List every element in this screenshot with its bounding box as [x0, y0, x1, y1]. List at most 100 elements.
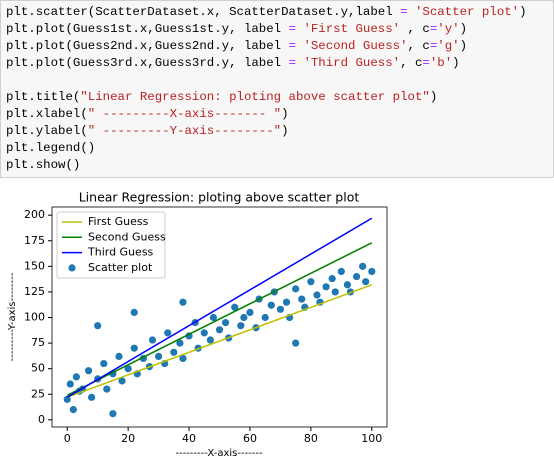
scatter-point: [343, 281, 352, 289]
x-tick-label: 80: [304, 432, 318, 445]
code-line: plt.xlabel(" ---------X-axis------- "): [6, 106, 289, 123]
code-token: =: [422, 56, 430, 70]
code-line: plt.legend(): [6, 140, 95, 157]
code-line: plt.title("Linear Regression: ploting ab…: [6, 89, 437, 106]
code-token: ): [281, 107, 289, 121]
code-token: 'b': [429, 56, 453, 70]
code-token: plt.xlabel(: [6, 107, 88, 121]
scatter-point: [352, 272, 361, 281]
code-token: 'Scatter plot': [414, 5, 520, 19]
code-token: 'Third Guess': [303, 56, 401, 70]
code-line: plt.plot(Guess3rd.x,Guess3rd.y, label = …: [6, 55, 460, 72]
scatter-point: [200, 329, 208, 337]
code-token: 'g': [437, 39, 460, 53]
y-tick-label: 25: [31, 387, 45, 400]
scatter-point: [130, 344, 138, 352]
y-tick-label: 150: [24, 259, 45, 272]
scatter-point: [100, 359, 108, 368]
code-token: plt.legend(): [6, 141, 96, 155]
code-token: ): [281, 124, 289, 138]
scatter-point: [170, 348, 178, 356]
code-line: plt.show(): [6, 157, 80, 174]
code-token: , c: [400, 56, 423, 70]
code-token: ): [452, 56, 460, 70]
code-token: =: [400, 5, 408, 19]
code-token: , c: [407, 39, 430, 53]
scatter-point: [362, 278, 370, 286]
legend-swatch: [68, 264, 76, 272]
code-token: ): [519, 5, 527, 19]
scatter-point: [231, 303, 239, 311]
scatter-point: [368, 267, 376, 276]
legend-label: Scatter plot: [88, 261, 153, 274]
legend-box: [56, 211, 166, 279]
code-token: =: [288, 56, 296, 70]
scatter-point: [63, 395, 71, 403]
scatter-point: [292, 285, 300, 293]
x-tick-label: 0: [64, 432, 71, 445]
guess-line: [66, 217, 373, 398]
chart: Linear Regression: ploting above scatter…: [7, 190, 388, 459]
scatter-point: [94, 322, 102, 330]
scatter-point: [328, 275, 336, 283]
code-token: plt.plot(Guess2nd.x,Guess2nd.y, label: [6, 39, 289, 53]
scatter-point: [282, 298, 291, 306]
scatter-point: [322, 283, 330, 291]
code-token: " ---------X-axis------- ": [87, 107, 282, 121]
scatter-point: [72, 373, 80, 381]
y-tick-label: 0: [38, 413, 45, 426]
y-tick-label: 75: [31, 336, 45, 349]
x-tick-label: 40: [182, 432, 196, 445]
code-line: plt.plot(Guess2nd.x,Guess2nd.y, label = …: [6, 38, 467, 55]
code-token: =: [429, 39, 438, 53]
code-cell: plt.scatter(ScatterDataset.x, ScatterDat…: [0, 0, 554, 178]
x-tick-label: 20: [121, 432, 135, 445]
legend-label: Third Guess: [87, 246, 154, 259]
y-tick-label: 175: [24, 234, 45, 247]
scatter-point: [331, 288, 339, 296]
code-token: ): [459, 39, 468, 53]
x-axis-label: ---------X-axis-------: [175, 448, 263, 459]
scatter-point: [298, 295, 306, 303]
y-tick-label: 50: [31, 362, 45, 375]
scatter-point: [261, 313, 269, 322]
scatter-point: [69, 406, 77, 414]
scatter-point: [118, 377, 126, 385]
scatter-point: [115, 352, 123, 360]
scatter-point: [313, 291, 321, 299]
guess-line: [66, 284, 373, 399]
x-tick-label: 100: [361, 432, 382, 445]
scatter-point: [267, 301, 275, 309]
y-tick-label: 125: [24, 285, 45, 298]
y-tick-label: 200: [24, 208, 45, 221]
scatter-point: [359, 262, 367, 270]
y-tick-label: 100: [24, 311, 45, 324]
code-token: 'y': [437, 22, 460, 36]
code-token: 'First Guess': [303, 22, 401, 36]
code-token: plt.title(: [6, 90, 81, 104]
code-token: plt.plot(Guess3rd.x,Guess3rd.y, label: [6, 56, 289, 70]
scatter-point: [87, 393, 96, 401]
scatter-point: [209, 313, 218, 322]
code-token: =: [429, 22, 438, 36]
scatter-point: [148, 336, 157, 344]
scatter-point: [103, 385, 111, 393]
code-token: ): [459, 22, 468, 36]
code-token: 'Second Guess': [303, 39, 408, 53]
code-line: plt.ylabel(" ---------Y-axis--------"): [6, 123, 289, 140]
scatter-point: [164, 329, 172, 337]
code-token: =: [288, 39, 296, 53]
scatter-point: [124, 365, 132, 373]
scatter-point: [337, 267, 345, 276]
scatter-point: [206, 336, 214, 344]
code-token: [408, 5, 415, 19]
scatter-point: [84, 367, 93, 375]
code-token: plt.plot(Guess1st.x,Guess1st.y, label: [6, 22, 289, 36]
code-token: "Linear Regression: ploting above scatte…: [80, 90, 430, 104]
scatter-point: [292, 339, 300, 347]
code-token: , c: [400, 22, 430, 36]
scatter-point: [154, 352, 163, 360]
scatter-point: [179, 298, 187, 306]
code-token: " ---------Y-axis--------": [87, 124, 282, 138]
